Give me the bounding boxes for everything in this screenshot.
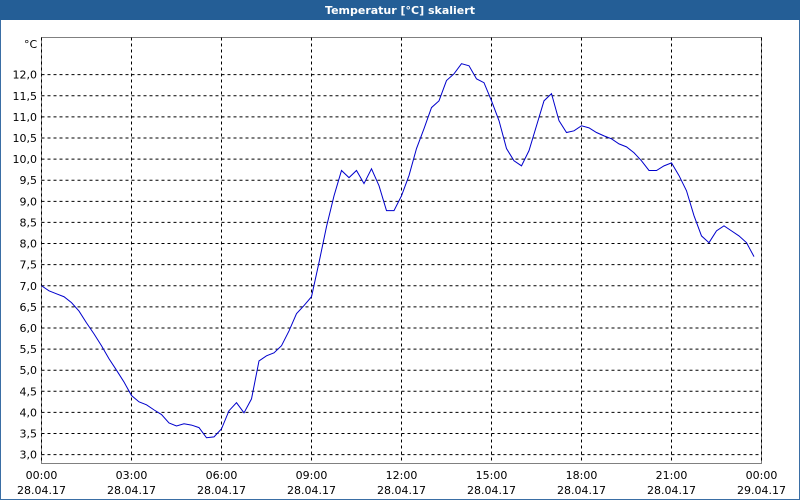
x-tick-date: 28.04.17 [107, 484, 156, 497]
y-tick-label: 6,5 [20, 301, 38, 314]
y-tick-label: 8,5 [20, 216, 38, 229]
x-tick-date: 28.04.17 [377, 484, 426, 497]
title-bar [0, 0, 800, 20]
y-tick-label: 4,0 [20, 406, 38, 419]
x-tick-date: 28.04.17 [287, 484, 336, 497]
x-tick-label: 03:00 [116, 469, 148, 482]
y-tick-label: 7,5 [20, 259, 38, 272]
y-tick-label: 12,0 [13, 69, 38, 82]
x-tick-label: 00:00 [746, 469, 778, 482]
x-tick-date: 28.04.17 [197, 484, 246, 497]
y-unit: °C [24, 38, 38, 51]
y-tick-label: 5,0 [20, 364, 38, 377]
x-tick-label: 09:00 [296, 469, 328, 482]
x-tick-label: 21:00 [656, 469, 688, 482]
x-tick-label: 18:00 [566, 469, 598, 482]
x-tick-date: 28.04.17 [557, 484, 606, 497]
y-tick-label: 4,5 [20, 385, 38, 398]
y-tick-label: 8,0 [20, 238, 38, 251]
y-tick-label: 7,0 [20, 280, 38, 293]
y-tick-label: 3,0 [20, 449, 38, 462]
x-tick-label: 00:00 [26, 469, 58, 482]
y-tick-label: 10,5 [13, 132, 38, 145]
y-tick-label: 6,0 [20, 322, 38, 335]
y-tick-label: 3,5 [20, 428, 38, 441]
x-tick-label: 12:00 [386, 469, 418, 482]
x-tick-date: 28.04.17 [17, 484, 66, 497]
chart-title: Temperatur [°C] skaliert [325, 4, 475, 17]
x-tick-label: 15:00 [476, 469, 508, 482]
x-tick-date: 28.04.17 [467, 484, 516, 497]
y-tick-label: 11,0 [13, 111, 38, 124]
x-tick-label: 06:00 [206, 469, 238, 482]
y-tick-label: 5,5 [20, 343, 38, 356]
x-tick-date: 28.04.17 [647, 484, 696, 497]
y-tick-label: 9,0 [20, 195, 38, 208]
y-tick-label: 11,5 [13, 90, 38, 103]
temperature-line [41, 63, 755, 439]
x-tick-date: 29.04.17 [737, 484, 786, 497]
y-tick-label: 10,0 [13, 153, 38, 166]
y-tick-label: 9,5 [20, 174, 38, 187]
